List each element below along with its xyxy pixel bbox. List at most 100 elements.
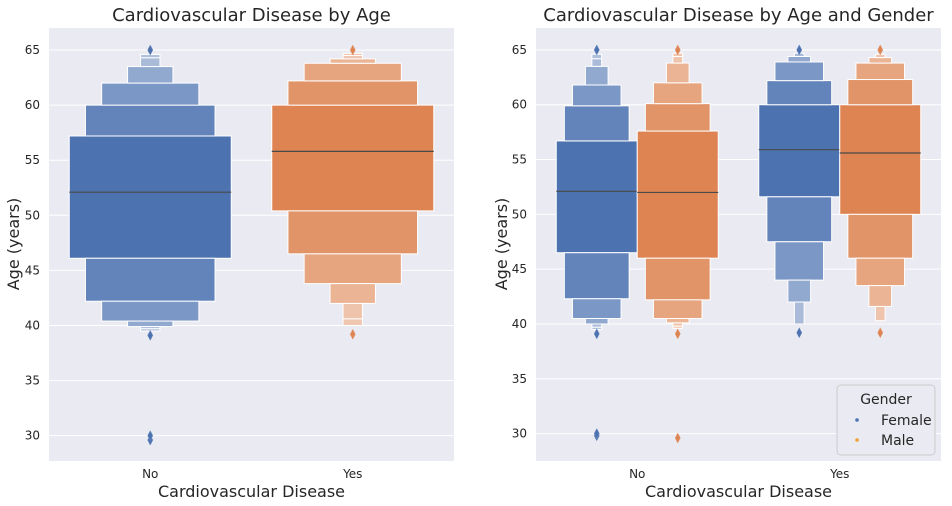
boxen-male-yes-box-upper-level-2 [847,79,914,106]
y-tick-label: 65 [25,43,40,57]
boxen-male-no-box-upper-level-4 [665,62,690,84]
y-tick-label: 30 [25,429,40,443]
legend-marker-male [855,438,859,442]
y-tick-label: 35 [25,374,40,388]
boxen-female-no-box-upper-level-5 [591,58,603,67]
boxen-male-no-outlier-marker [674,44,681,56]
boxen-male-no-box-level-1 [636,130,719,259]
y-tick-label: 35 [512,372,527,386]
y-tick-label: 50 [25,208,40,222]
y-tick-label: 65 [512,43,527,57]
boxen-yes-box-lower-level-4 [329,283,376,304]
boxen-yes-box-upper-level-4 [329,58,376,64]
boxen-no-box-level-1 [68,135,232,259]
y-tick-label: 30 [512,427,527,441]
x-axis-label: Cardiovascular Disease [645,482,832,501]
boxen-no-box-upper-level-4 [127,66,174,84]
y-tick-label: 45 [512,262,527,276]
boxen-female-no-outlier-marker [593,328,600,340]
boxen-male-no-box-upper-level-3 [652,82,703,105]
boxen-yes-outlier-marker [349,44,356,56]
chart-title: Cardiovascular Disease by Age and Gender [543,5,934,26]
x-tick-label: Yes [342,467,362,481]
boxen-male-no-box-lower-level-6 [672,325,684,329]
boxen-female-yes-box-upper-level-4 [787,56,812,63]
boxen-female-yes-box-lower-level-4 [787,279,812,303]
y-tick-label: 55 [512,153,527,167]
boxen-male-no-box-lower-level-4 [665,317,690,324]
boxen-male-no-box-lower-level-3 [652,299,703,319]
boxen-no-box-upper-level-5 [140,57,161,68]
boxen-male-no-box-lower-level-2 [644,257,711,301]
legend-marker-female [855,418,859,422]
legend-label-male: Male [881,433,914,449]
boxen-female-no-box-upper-level-3 [571,84,622,107]
boxen-no-box-lower-level-4 [127,320,174,328]
boxen-female-yes-outlier-marker [796,44,803,56]
boxen-female-yes-box-lower-level-5 [793,301,805,325]
boxen-male-yes-box-lower-level-2 [847,213,914,259]
boxen-no-box-lower-level-2 [84,257,216,302]
legend-box [836,384,936,456]
boxen-yes-box-lower-level-3 [303,253,402,285]
y-tick-label: 60 [25,98,40,112]
boxen-male-no-box-upper-level-5 [672,56,684,64]
boxen-no-box-lower-level-3 [101,300,200,322]
boxen-male-yes-box-upper-level-4 [868,57,893,64]
boxen-female-yes-box-lower-level-2 [766,196,833,243]
boxen-female-no-box-lower-level-2 [563,252,630,300]
boxen-female-yes-box-level-1 [758,104,841,198]
boxen-yes-box-level-1 [271,104,435,212]
boxen-male-no-outlier-marker [674,328,681,340]
boxen-female-yes-box-lower-level-3 [774,241,825,281]
y-tick-label: 55 [25,153,40,167]
right-chart-panel: 30 35 40 45 50 55 60 65 No Yes Cardiovascular Di… [492,5,941,501]
boxen-female-yes-outlier-marker [796,327,803,339]
left-chart-panel: 30 35 40 45 50 55 60 65 No Yes Cardiovascular Di… [4,5,454,501]
x-tick-label: Yes [829,467,849,481]
boxen-female-no-outlier-marker [593,44,600,56]
boxen-no-outlier-marker [147,44,154,56]
legend-label-female: Female [881,413,932,429]
legend-title: Gender [860,392,912,408]
x-tick-label: No [142,467,158,481]
boxen-female-no-box-upper-level-2 [563,105,630,142]
y-axis-label: Age (years) [492,198,511,291]
y-axis-label: Age (years) [4,198,23,291]
boxen-female-no-box-upper-level-4 [584,65,609,86]
boxen-no-outlier-marker [147,329,154,341]
x-tick-label: No [629,467,645,481]
legend: Gender Female Male [836,384,936,456]
boxen-yes-outlier-marker [349,328,356,340]
boxen-yes-box-upper-level-3 [303,62,402,82]
boxen-female-no-box-level-1 [555,140,638,254]
boxen-female-yes-box-upper-level-2 [766,80,833,106]
boxen-male-yes-box-lower-level-3 [855,257,906,287]
boxen-male-yes-outlier-marker [877,44,884,56]
boxen-no-box-upper-level-2 [84,104,216,137]
boxen-male-yes-box-level-1 [839,104,922,215]
y-tick-label: 40 [512,317,527,331]
x-axis-label: Cardiovascular Disease [158,482,345,501]
boxen-male-yes-box-lower-level-5 [874,305,886,322]
boxen-female-yes-box-upper-level-3 [774,61,825,82]
boxen-male-yes-outlier-marker [877,327,884,339]
boxen-yes-box-lower-level-5 [342,302,363,320]
y-tick-label: 40 [25,318,40,332]
boxen-female-no-box-lower-level-4 [584,317,609,325]
boxen-yes-box-lower-level-2 [287,210,419,255]
boxen-no-outlier-marker [147,430,154,442]
y-tick-label: 45 [25,263,40,277]
boxen-yes-box-lower-level-6 [342,318,363,326]
boxen-yes-box-upper-level-2 [287,80,419,106]
boxen-female-no-box-lower-level-3 [571,298,622,319]
boxen-male-yes-box-upper-level-3 [855,62,906,81]
boxen-male-yes-box-lower-level-4 [868,285,893,307]
boxen-female-no-outlier-marker [593,428,600,440]
boxen-male-no-box-upper-level-2 [644,103,711,132]
y-tick-label: 50 [512,207,527,221]
y-tick-label: 60 [512,98,527,112]
chart-title: Cardiovascular Disease by Age [112,5,391,26]
boxen-no-box-upper-level-3 [101,82,200,106]
